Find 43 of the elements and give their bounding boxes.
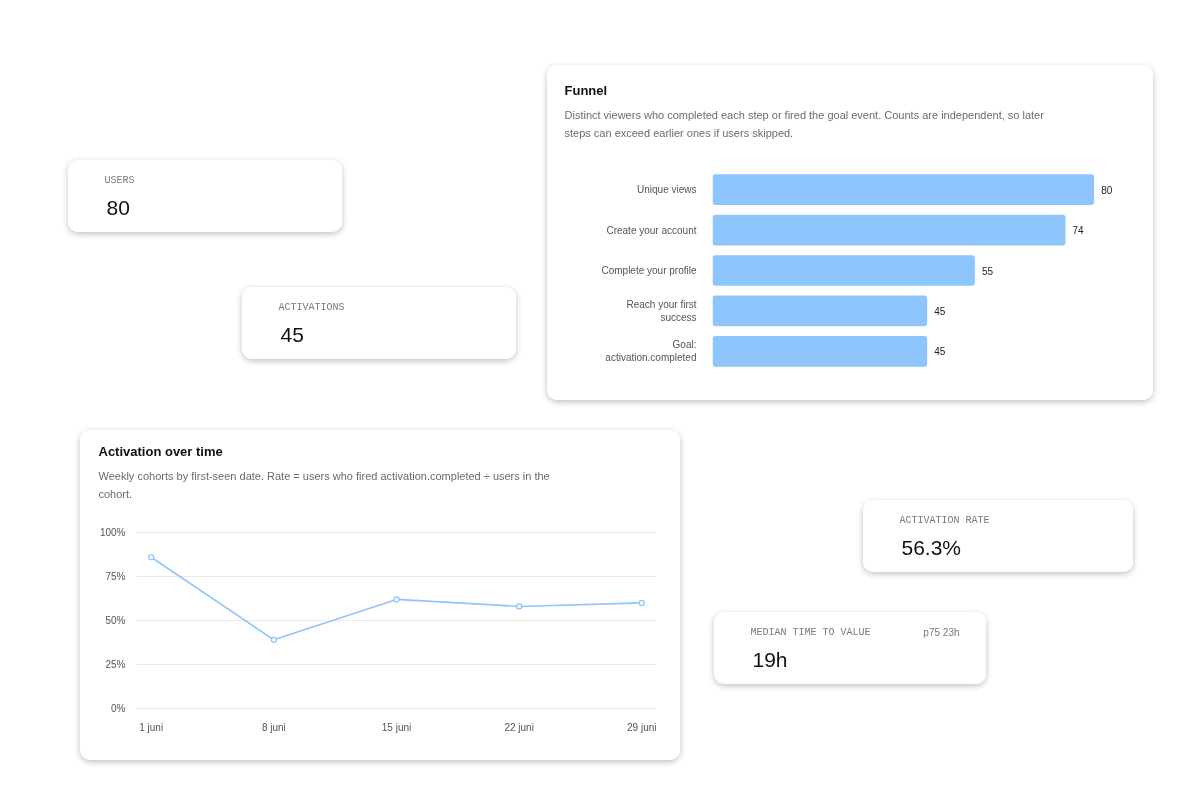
text: ACTIVATION RATE	[899, 515, 990, 526]
data-label: 45	[934, 346, 946, 358]
text: ACTIVATIONS	[278, 302, 345, 313]
y-tick-label: Reach your first success	[626, 298, 697, 323]
data-label: 74	[1072, 225, 1085, 237]
data-label: 80	[1101, 184, 1113, 196]
text: Funnel	[564, 83, 608, 98]
point	[148, 554, 155, 561]
chart-subtitle: Distinct viewers who completed each step or fired the goal event. Counts are independent, so later steps can exceed earlier ones if users skipped.	[564, 108, 1045, 140]
bar	[712, 295, 928, 327]
y-tick-label: Unique views	[637, 184, 697, 196]
chart-subtitle: Weekly cohorts by first-seen date. Rate = users who fired activation.completed ÷ users in the cohort.	[98, 469, 550, 501]
y-tick-label: Create your account	[606, 224, 697, 236]
x-tick-label: 8 juni	[261, 721, 286, 733]
point	[638, 599, 645, 607]
y-tick-label: Goal: activation.completed	[605, 339, 697, 364]
y-tick-label: 0%	[111, 702, 126, 714]
data-label: 55	[981, 265, 994, 277]
text: 56.3%	[901, 536, 962, 559]
point	[393, 596, 400, 603]
point	[515, 603, 523, 610]
x-tick-label: 1 juni	[139, 721, 164, 733]
text: p75 23h	[923, 627, 960, 638]
text: 19h	[752, 648, 788, 671]
bar	[712, 174, 1095, 206]
x-tick-label: 29 juni	[627, 721, 657, 733]
data-label: 45	[934, 305, 946, 317]
point	[270, 636, 278, 643]
text: 80	[106, 195, 130, 219]
x-tick-label: 22 juni	[504, 721, 534, 733]
chart-title: Activation over time	[98, 443, 223, 459]
bar	[712, 214, 1066, 246]
text: USERS	[104, 175, 135, 186]
text: 45	[280, 322, 304, 346]
y-tick-label: 75%	[105, 571, 126, 583]
text: MEDIAN TIME TO VALUE	[750, 627, 871, 638]
x-tick-label: 15 juni	[381, 721, 412, 733]
y-tick-label: 25%	[105, 658, 126, 670]
bar	[712, 335, 928, 367]
y-tick-label: 50%	[105, 615, 126, 626]
y-tick-label: 100%	[99, 527, 126, 539]
bar	[712, 255, 975, 286]
y-tick-label: Complete your profile	[601, 265, 697, 276]
